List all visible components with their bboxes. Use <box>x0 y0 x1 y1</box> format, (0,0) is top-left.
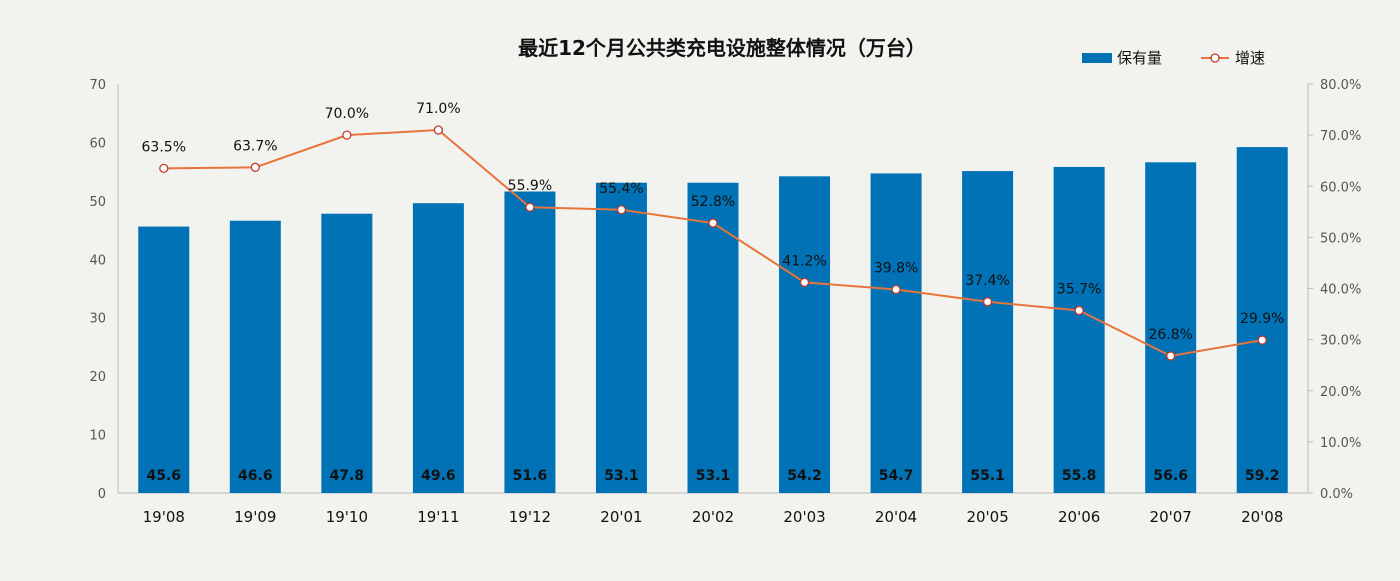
bar <box>1236 147 1288 494</box>
line-point <box>342 130 352 140</box>
line-point <box>525 202 535 212</box>
bar <box>962 171 1014 493</box>
left-axis-ticks: 0 10 20 30 40 50 60 70 <box>89 78 106 502</box>
bar <box>779 176 831 493</box>
line-series: 63.5% 63.7% 70.0% 71.0% 55.9% 55.4% 52.8% 41.2%… <box>142 101 1284 361</box>
category-label: 19'11 <box>417 508 459 526</box>
bar-value-label: 56.6 <box>1153 468 1188 484</box>
bar <box>687 182 739 493</box>
left-tick-label: 60 <box>89 136 106 151</box>
line-point <box>616 205 627 215</box>
line-value-label: 52.8% <box>691 194 735 210</box>
left-tick-label: 70 <box>89 78 106 93</box>
bar <box>870 173 922 493</box>
bar-value-label: 45.6 <box>146 468 181 484</box>
category-label: 20'06 <box>1058 508 1100 526</box>
right-tick-label: 0.0% <box>1320 487 1353 502</box>
category-label: 19'08 <box>143 508 185 526</box>
bar <box>321 213 373 493</box>
line-value-label: 63.7% <box>233 138 277 154</box>
right-tick-label: 60.0% <box>1320 180 1361 195</box>
line-point <box>891 284 901 295</box>
right-tick-label: 20.0% <box>1320 385 1361 400</box>
line-point <box>799 277 810 288</box>
category-label: 20'08 <box>1241 508 1283 526</box>
category-labels: 19'08 19'09 19'10 19'11 19'12 20'01 20'02 20'03… <box>143 508 1284 526</box>
category-label: 19'10 <box>326 508 368 526</box>
right-tick-label: 10.0% <box>1320 436 1361 451</box>
bar-value-label: 59.2 <box>1245 468 1280 484</box>
category-label: 20'01 <box>600 508 642 526</box>
bar <box>1053 166 1105 493</box>
line-value-label: 41.2% <box>782 253 826 269</box>
right-tick-label: 50.0% <box>1320 231 1361 246</box>
legend-label-line: 增速 <box>1235 49 1265 67</box>
legend: 保有量 增速 <box>1082 49 1265 67</box>
line-point <box>250 162 260 172</box>
line-value-label: 71.0% <box>416 101 460 117</box>
bar <box>138 226 190 493</box>
line-value-label: 37.4% <box>965 273 1009 289</box>
category-label: 19'09 <box>234 508 276 526</box>
bar-value-label: 47.8 <box>330 468 365 484</box>
line-point <box>1074 305 1084 316</box>
bar <box>595 182 647 493</box>
right-tick-label: 70.0% <box>1320 129 1361 144</box>
line-point <box>708 218 718 228</box>
category-label: 20'02 <box>692 508 734 526</box>
bar-series: 45.6 46.6 47.8 49.6 51.6 53.1 53.1 54.2 54.7 55.1… <box>138 147 1288 494</box>
legend-swatch-bar <box>1082 53 1112 63</box>
line-value-label: 70.0% <box>325 106 369 122</box>
right-tick-label: 80.0% <box>1320 78 1361 93</box>
line-value-label: 63.5% <box>142 139 186 155</box>
bar-value-label: 55.1 <box>970 468 1005 484</box>
line-point <box>1166 351 1176 361</box>
bar-value-label: 53.1 <box>696 468 731 484</box>
line-value-label: 26.8% <box>1148 327 1192 343</box>
category-label: 20'03 <box>783 508 825 526</box>
line-value-label: 55.9% <box>508 178 552 194</box>
category-label: 20'05 <box>966 508 1008 526</box>
line-value-label: 55.4% <box>599 181 643 197</box>
line-point <box>433 125 444 135</box>
left-tick-label: 30 <box>89 312 106 327</box>
bar <box>412 203 464 494</box>
line-value-label: 35.7% <box>1057 281 1101 297</box>
right-tick-label: 30.0% <box>1320 334 1361 349</box>
bar-value-label: 51.6 <box>513 468 548 484</box>
legend-label-bar: 保有量 <box>1117 49 1162 67</box>
bar-value-label: 54.7 <box>879 468 914 484</box>
line-point <box>1257 335 1267 345</box>
left-tick-label: 20 <box>89 370 106 385</box>
line-value-label: 39.8% <box>874 261 918 277</box>
line-point <box>982 297 993 307</box>
category-label: 19'12 <box>509 508 551 526</box>
bar <box>1145 162 1197 493</box>
category-label: 20'07 <box>1150 508 1192 526</box>
bar-value-label: 54.2 <box>787 468 822 484</box>
left-tick-label: 50 <box>89 195 106 210</box>
chart-title: 最近12个月公共类充电设施整体情况（万台） <box>518 36 926 60</box>
left-tick-label: 40 <box>89 253 106 268</box>
right-tick-label: 40.0% <box>1320 283 1361 298</box>
bar <box>504 191 556 493</box>
line-point <box>159 163 169 174</box>
right-axis-ticks: 0.0% 10.0% 20.0% 30.0% 40.0% 50.0% 60.0% 70.0% 8… <box>1308 78 1361 502</box>
bar-value-label: 53.1 <box>604 468 639 484</box>
bar-value-label: 49.6 <box>421 468 456 484</box>
line-value-label: 29.9% <box>1240 311 1284 327</box>
bar-value-label: 55.8 <box>1062 468 1097 484</box>
bar <box>229 220 281 494</box>
legend-swatch-marker <box>1210 53 1220 63</box>
bar-value-label: 46.6 <box>238 468 273 484</box>
category-label: 20'04 <box>875 508 917 526</box>
left-tick-label: 10 <box>89 429 106 444</box>
left-tick-label: 0 <box>98 487 106 502</box>
